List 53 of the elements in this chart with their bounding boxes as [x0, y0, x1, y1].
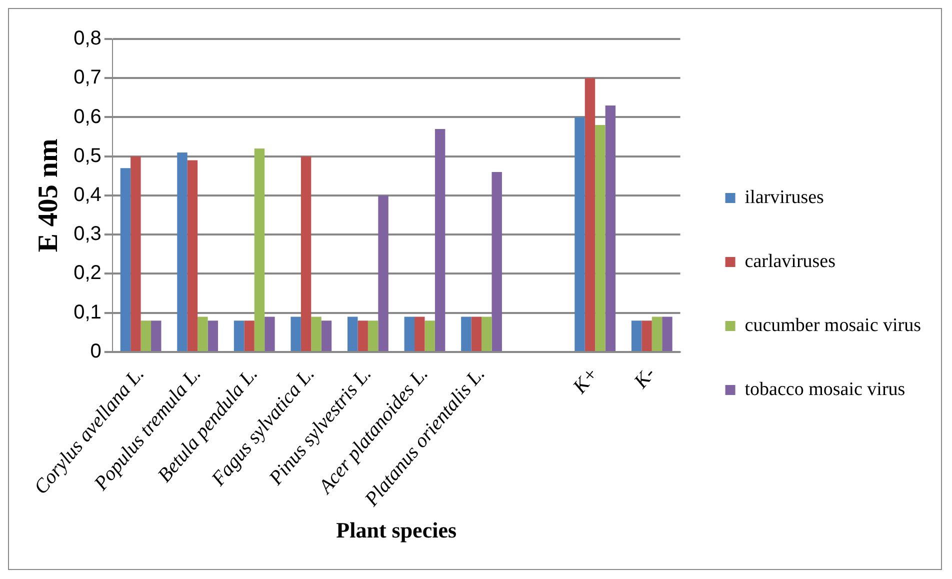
bar — [290, 316, 301, 351]
bar — [358, 320, 368, 351]
bar — [631, 320, 642, 351]
bar — [414, 316, 425, 351]
bar — [461, 316, 472, 351]
bar — [662, 316, 672, 351]
bar — [244, 320, 254, 351]
bar — [471, 316, 482, 351]
bar — [264, 316, 275, 351]
bar — [120, 168, 131, 351]
bar — [652, 316, 662, 351]
bar — [198, 316, 208, 351]
bar — [348, 316, 358, 351]
bar — [140, 320, 152, 351]
bar — [368, 320, 378, 351]
bar — [300, 156, 312, 351]
bar — [584, 78, 596, 351]
bar — [492, 172, 502, 351]
bar — [254, 148, 265, 351]
y-axis-title: E 405 nm — [33, 138, 64, 252]
y-tick-label: 0,2 — [74, 262, 102, 284]
bar — [151, 320, 162, 351]
bar — [130, 156, 141, 351]
y-tick-label: 0,1 — [74, 301, 102, 324]
bar — [595, 125, 606, 351]
bar — [378, 195, 388, 351]
y-tick-label: 0,6 — [74, 106, 102, 128]
y-tick-label: 0,8 — [74, 28, 102, 50]
y-tick-label: 0,5 — [74, 144, 102, 167]
y-tick-label: 0,3 — [74, 223, 102, 246]
bar — [187, 160, 198, 351]
bar — [321, 320, 332, 351]
legend-label: carlaviruses — [744, 250, 836, 272]
x-tick-label: K- — [629, 363, 660, 394]
bar — [605, 106, 616, 351]
legend-label: cucumber mosaic virus — [744, 314, 922, 336]
y-tick-label: 0,7 — [74, 66, 102, 89]
x-axis-title: Plant species — [336, 517, 457, 542]
y-tick-label: 0,4 — [74, 184, 102, 206]
bar — [434, 128, 446, 351]
bar — [404, 316, 415, 351]
bar — [177, 152, 188, 351]
legend-label: tobacco mosaic virus — [744, 378, 906, 400]
bar — [424, 320, 435, 351]
legend-label: ilarviruses — [744, 186, 824, 208]
bar — [234, 320, 244, 351]
y-tick-label: 0 — [90, 340, 102, 362]
bar — [208, 320, 218, 351]
bar — [642, 320, 652, 351]
bar — [482, 316, 492, 351]
x-tick-label: K+ — [568, 363, 603, 399]
bar — [311, 316, 322, 351]
bar — [574, 117, 585, 351]
